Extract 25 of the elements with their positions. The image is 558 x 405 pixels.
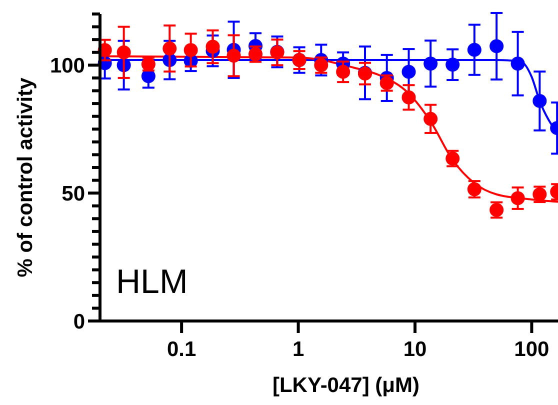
x-tick-label: 1 <box>292 338 304 361</box>
point <box>510 191 525 206</box>
point <box>532 94 547 108</box>
x-tick-label: 100 <box>514 338 550 361</box>
point <box>490 39 504 54</box>
y-tick-label: 0 <box>73 310 85 334</box>
point <box>226 48 241 63</box>
point <box>467 42 482 57</box>
annotation: HLM <box>116 263 188 301</box>
point <box>402 90 416 104</box>
x-tick-label: 0.1 <box>166 338 196 361</box>
point <box>206 40 220 54</box>
y-axis-title: % of control activity <box>14 77 37 278</box>
x-tick-label: 10 <box>403 338 427 361</box>
point <box>184 43 198 58</box>
point <box>162 42 177 56</box>
point <box>336 64 350 79</box>
y-tick-label: 50 <box>62 182 85 206</box>
point <box>424 112 438 126</box>
x-axis-title: [LKY-047] (μM) <box>272 374 420 397</box>
y-tick-label: 100 <box>50 54 85 78</box>
point <box>510 56 525 71</box>
point <box>446 58 460 72</box>
point <box>424 56 438 71</box>
point <box>402 64 416 79</box>
